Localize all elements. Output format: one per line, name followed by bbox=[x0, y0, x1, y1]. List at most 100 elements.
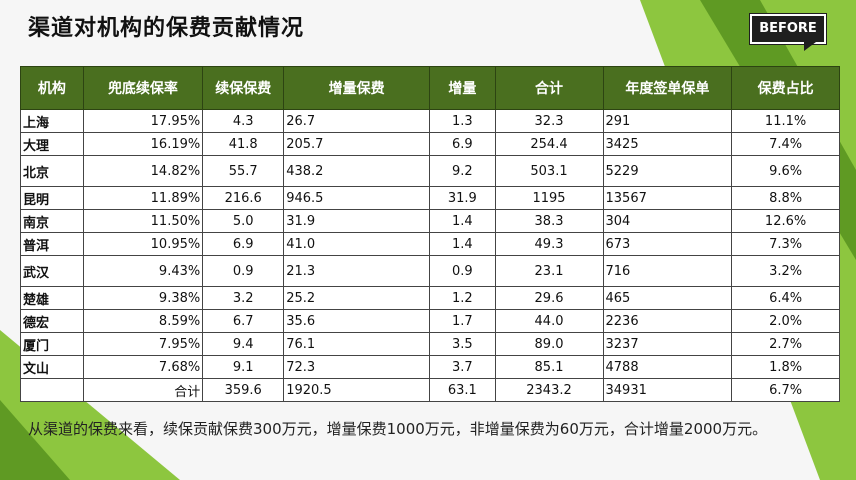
table-cell: 946.5 bbox=[283, 186, 431, 210]
table-row: 文山 7.68% 9.1 72.3 3.7 85.1 4788 1.8% bbox=[20, 355, 840, 379]
before-badge: BEFORE bbox=[750, 14, 826, 51]
table-cell: 16.19% bbox=[82, 132, 204, 156]
table-cell: 8.8% bbox=[731, 186, 840, 210]
table-cell: 89.0 bbox=[494, 332, 604, 356]
table-cell: 13567 bbox=[602, 186, 733, 210]
table-cell: 9.4 bbox=[202, 332, 285, 356]
table-cell: 17.95% bbox=[82, 109, 204, 133]
table-cell: 465 bbox=[602, 286, 733, 310]
column-header: 保费占比 bbox=[731, 66, 840, 110]
table-cell: 31.9 bbox=[283, 209, 431, 233]
table-row: 大理 16.19% 41.8 205.7 6.9 254.4 3425 7.4% bbox=[20, 132, 840, 156]
column-header: 机构 bbox=[20, 66, 84, 110]
table-cell: 9.6% bbox=[731, 155, 840, 187]
table-cell: 291 bbox=[602, 109, 733, 133]
column-header: 年度签单保单 bbox=[602, 66, 733, 110]
table-cell: 3.2 bbox=[202, 286, 285, 310]
table-cell: 9.38% bbox=[82, 286, 204, 310]
table-cell: 7.4% bbox=[731, 132, 840, 156]
table-cell: 26.7 bbox=[283, 109, 431, 133]
org-name-cell: 楚雄 bbox=[20, 286, 84, 310]
premium-table: 机构 兜底续保率 续保保费 增量保费 增量 合计 年度签单保单 保费占比 上海 1… bbox=[20, 66, 840, 402]
table-cell: 1.3 bbox=[429, 109, 496, 133]
table-cell: 21.3 bbox=[283, 255, 431, 287]
table-cell: 1.2 bbox=[429, 286, 496, 310]
table-cell: 254.4 bbox=[494, 132, 604, 156]
table-cell: 7.95% bbox=[82, 332, 204, 356]
table-total-row: 合计 359.6 1920.5 63.1 2343.2 34931 6.7% bbox=[20, 378, 840, 402]
table-cell: 8.59% bbox=[82, 309, 204, 333]
table-cell: 3.2% bbox=[731, 255, 840, 287]
table-cell: 49.3 bbox=[494, 232, 604, 256]
table-cell: 55.7 bbox=[202, 155, 285, 187]
table-cell: 3.7 bbox=[429, 355, 496, 379]
org-name-cell: 武汉 bbox=[20, 255, 84, 287]
table-cell: 31.9 bbox=[429, 186, 496, 210]
column-header: 续保保费 bbox=[202, 66, 285, 110]
table-cell: 32.3 bbox=[494, 109, 604, 133]
org-name-cell: 昆明 bbox=[20, 186, 84, 210]
total-cell bbox=[20, 378, 84, 402]
table-cell: 5.0 bbox=[202, 209, 285, 233]
table-cell: 9.1 bbox=[202, 355, 285, 379]
table-cell: 72.3 bbox=[283, 355, 431, 379]
table-cell: 3.5 bbox=[429, 332, 496, 356]
table-row: 武汉 9.43% 0.9 21.3 0.9 23.1 716 3.2% bbox=[20, 255, 840, 287]
column-header: 合计 bbox=[494, 66, 604, 110]
table-cell: 503.1 bbox=[494, 155, 604, 187]
table-row: 上海 17.95% 4.3 26.7 1.3 32.3 291 11.1% bbox=[20, 109, 840, 133]
table-header-row: 机构 兜底续保率 续保保费 增量保费 增量 合计 年度签单保单 保费占比 bbox=[20, 66, 840, 110]
table-cell: 11.50% bbox=[82, 209, 204, 233]
table-cell: 205.7 bbox=[283, 132, 431, 156]
table-cell: 4788 bbox=[602, 355, 733, 379]
org-name-cell: 北京 bbox=[20, 155, 84, 187]
table-cell: 41.0 bbox=[283, 232, 431, 256]
table-cell: 1.4 bbox=[429, 232, 496, 256]
table-row: 厦门 7.95% 9.4 76.1 3.5 89.0 3237 2.7% bbox=[20, 332, 840, 356]
table-cell: 7.3% bbox=[731, 232, 840, 256]
table-cell: 2.0% bbox=[731, 309, 840, 333]
table-cell: 6.9 bbox=[202, 232, 285, 256]
table-cell: 23.1 bbox=[494, 255, 604, 287]
org-name-cell: 厦门 bbox=[20, 332, 84, 356]
org-name-cell: 上海 bbox=[20, 109, 84, 133]
table-cell: 9.2 bbox=[429, 155, 496, 187]
table-cell: 673 bbox=[602, 232, 733, 256]
table-cell: 1195 bbox=[494, 186, 604, 210]
table-cell: 216.6 bbox=[202, 186, 285, 210]
total-cell: 63.1 bbox=[429, 378, 496, 402]
table-cell: 3237 bbox=[602, 332, 733, 356]
table-cell: 85.1 bbox=[494, 355, 604, 379]
table-cell: 1.4 bbox=[429, 209, 496, 233]
table-row: 楚雄 9.38% 3.2 25.2 1.2 29.6 465 6.4% bbox=[20, 286, 840, 310]
column-header: 兜底续保率 bbox=[82, 66, 204, 110]
table-cell: 6.4% bbox=[731, 286, 840, 310]
table-cell: 41.8 bbox=[202, 132, 285, 156]
table-cell: 304 bbox=[602, 209, 733, 233]
total-cell: 2343.2 bbox=[494, 378, 604, 402]
org-name-cell: 南京 bbox=[20, 209, 84, 233]
page-title: 渠道对机构的保费贡献情况 bbox=[28, 16, 305, 41]
summary-text: 从渠道的保费来看，续保贡献保费300万元，增量保费1000万元，非增量保费为60… bbox=[28, 420, 768, 438]
table-cell: 14.82% bbox=[82, 155, 204, 187]
table-cell: 2236 bbox=[602, 309, 733, 333]
green-stripe-left-dark bbox=[0, 400, 70, 480]
org-name-cell: 普洱 bbox=[20, 232, 84, 256]
org-name-cell: 文山 bbox=[20, 355, 84, 379]
table-cell: 7.68% bbox=[82, 355, 204, 379]
table-cell: 35.6 bbox=[283, 309, 431, 333]
table-row: 南京 11.50% 5.0 31.9 1.4 38.3 304 12.6% bbox=[20, 209, 840, 233]
org-name-cell: 大理 bbox=[20, 132, 84, 156]
total-cell: 359.6 bbox=[202, 378, 285, 402]
table-cell: 438.2 bbox=[283, 155, 431, 187]
column-header: 增量保费 bbox=[283, 66, 431, 110]
table-cell: 11.1% bbox=[731, 109, 840, 133]
total-cell: 1920.5 bbox=[283, 378, 431, 402]
table-row: 昆明 11.89% 216.6 946.5 31.9 1195 13567 8.8% bbox=[20, 186, 840, 210]
column-header: 增量 bbox=[429, 66, 496, 110]
total-label-cell: 合计 bbox=[82, 378, 204, 402]
table-cell: 716 bbox=[602, 255, 733, 287]
table-row: 普洱 10.95% 6.9 41.0 1.4 49.3 673 7.3% bbox=[20, 232, 840, 256]
table-cell: 10.95% bbox=[82, 232, 204, 256]
total-cell: 6.7% bbox=[731, 378, 840, 402]
